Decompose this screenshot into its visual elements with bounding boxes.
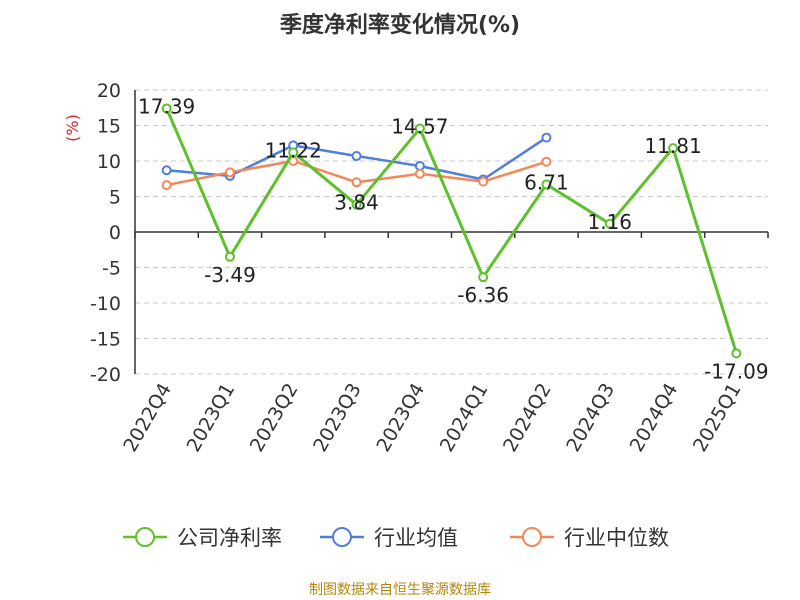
legend-marker: [522, 527, 542, 547]
data-label: -3.49: [204, 263, 256, 287]
data-label: -6.36: [457, 283, 509, 307]
x-tick-label: 2025Q1: [689, 380, 746, 456]
legend-label: 行业均值: [374, 526, 458, 550]
y-axis-unit: (%): [63, 114, 82, 142]
data-label: 3.84: [334, 191, 379, 215]
source-note: 制图数据来自恒生聚源数据库: [309, 582, 491, 598]
y-tick-label: 20: [97, 80, 121, 102]
y-tick-label: -15: [90, 329, 121, 351]
y-tick-label: 10: [97, 151, 121, 173]
y-tick-label: -10: [90, 293, 121, 315]
x-tick-label: 2023Q2: [246, 380, 303, 456]
legend: 公司净利率 行业均值 行业中位数: [123, 526, 669, 550]
series-point: [414, 123, 425, 134]
series-point: [288, 147, 299, 158]
series-point: [351, 177, 362, 188]
x-tick-label: 2023Q3: [309, 380, 366, 456]
x-tick-label: 2024Q3: [562, 380, 619, 456]
series-point: [541, 156, 552, 167]
series-point: [478, 272, 489, 283]
series-point: [161, 180, 172, 191]
x-tick-label: 2023Q1: [183, 380, 240, 456]
y-tick-label: 5: [109, 187, 121, 209]
legend-marker: [332, 527, 352, 547]
data-label: 11.22: [265, 138, 322, 162]
series-point: [668, 143, 679, 154]
series-point: [604, 218, 615, 229]
data-label: 14.57: [391, 115, 448, 139]
x-tick-label: 2024Q4: [626, 380, 683, 456]
series-line: [165, 107, 738, 354]
grid: [135, 89, 768, 375]
series-point: [541, 179, 552, 190]
y-tick-label: -20: [90, 364, 121, 386]
series-point: [351, 151, 362, 162]
series-point: [414, 168, 425, 179]
chart-title: 季度净利率变化情况(%): [280, 12, 520, 38]
x-tick-label: 2024Q1: [436, 380, 493, 456]
legend-label: 公司净利率: [177, 526, 282, 550]
legend-label: 行业中位数: [564, 526, 669, 550]
series-point: [731, 348, 742, 359]
series-point: [541, 132, 552, 143]
data-label: 11.81: [644, 134, 701, 158]
y-tick-label: 0: [109, 222, 121, 244]
data-labels: 17.39 -3.49 11.22 3.84 14.57 -6.36 6.71 1.16 11.…: [138, 95, 769, 384]
x-tick-label: 2023Q4: [372, 380, 429, 456]
y-tick-label: 15: [97, 116, 121, 138]
series-point: [224, 167, 235, 178]
data-label: 1.16: [587, 210, 632, 234]
y-tick-label: -5: [102, 258, 121, 280]
data-label: -17.09: [704, 359, 768, 383]
x-tick-label: 2024Q2: [499, 380, 556, 456]
series-point: [161, 103, 172, 114]
series-point: [224, 251, 235, 262]
series: [161, 103, 742, 359]
series-point: [414, 160, 425, 171]
series-point: [351, 199, 362, 210]
legend-marker: [135, 527, 155, 547]
series-point: [478, 176, 489, 187]
data-label: 6.71: [524, 170, 569, 194]
series-point: [161, 165, 172, 176]
x-tick-label: 2022Q4: [119, 380, 176, 456]
data-label: 17.39: [138, 95, 195, 119]
